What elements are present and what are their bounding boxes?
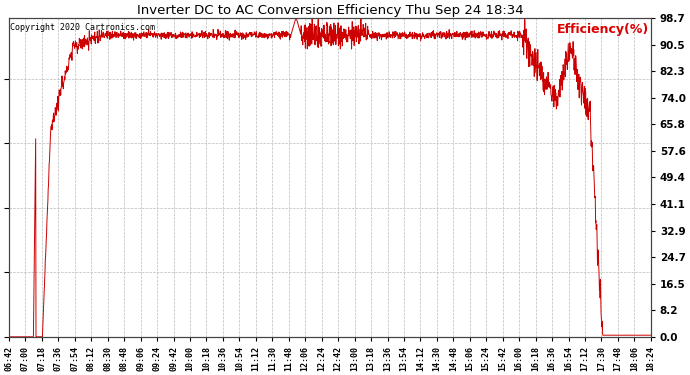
Text: Copyright 2020 Cartronics.com: Copyright 2020 Cartronics.com: [10, 23, 155, 32]
Title: Inverter DC to AC Conversion Efficiency Thu Sep 24 18:34: Inverter DC to AC Conversion Efficiency …: [137, 4, 523, 17]
Text: Efficiency(%): Efficiency(%): [557, 23, 649, 36]
